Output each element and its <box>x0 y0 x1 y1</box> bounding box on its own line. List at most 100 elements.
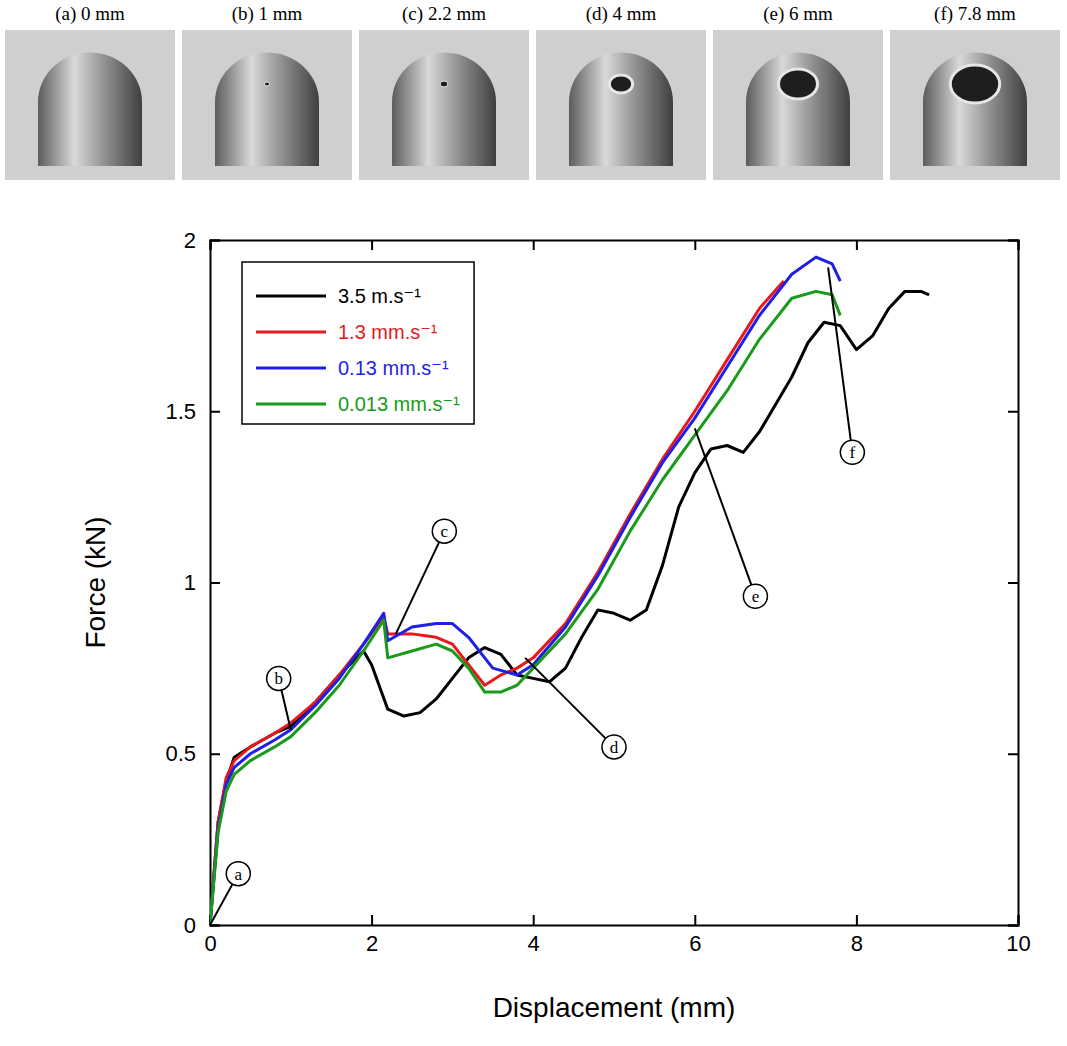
photo <box>5 30 175 180</box>
photo-cap <box>392 53 496 166</box>
photo-cap <box>215 53 319 166</box>
tick-mark <box>1008 582 1018 584</box>
tick-mark <box>1008 925 1018 927</box>
chart: (a) 0 mm (b) 1 mm (c) 2.2 mm (d) 4 mm (e) 6 … <box>0 0 1067 1046</box>
legend-box <box>242 262 474 424</box>
tick <box>1008 411 1018 412</box>
tick-mark <box>210 411 220 413</box>
tick <box>1008 583 1018 584</box>
tick: 4 <box>528 915 540 956</box>
series-line <box>210 257 840 925</box>
leader-line <box>695 428 756 596</box>
tick-mark <box>856 240 858 250</box>
annotation-circle <box>602 735 626 759</box>
tick: 8 <box>851 915 863 956</box>
tick-label: 2 <box>366 931 378 956</box>
tick-label: 0 <box>184 913 196 938</box>
annotation: d <box>525 658 626 759</box>
tick-mark <box>371 915 373 925</box>
photo-hole <box>264 82 269 86</box>
legend-label: 0.013 mm.s⁻¹ <box>338 393 460 415</box>
tick-mark <box>856 915 858 925</box>
y-axis-right <box>1008 241 1019 926</box>
tick-label: 4 <box>528 931 540 956</box>
photo-caption: (b) 1 mm <box>232 3 303 25</box>
tick <box>1008 925 1018 926</box>
photo-cap <box>923 53 1027 166</box>
axis-line <box>211 241 1019 251</box>
y-axis: 0 0.5 1 1.5 2 <box>165 228 220 938</box>
tick-label: 1.5 <box>165 399 196 424</box>
photo <box>713 30 883 180</box>
tick-label: 6 <box>689 931 701 956</box>
photo <box>890 30 1060 180</box>
annotation-circle <box>743 584 767 608</box>
tick-mark <box>1008 753 1018 755</box>
axis-line <box>1008 241 1019 926</box>
legend-swatch <box>256 367 326 370</box>
annotation-label: a <box>235 865 243 884</box>
tick: 0.5 <box>165 741 220 766</box>
photo-cap <box>746 53 850 166</box>
tick-mark <box>533 240 535 250</box>
annotation: a <box>210 862 250 925</box>
photo-hole <box>950 65 999 103</box>
photo-background <box>359 30 529 180</box>
x-axis-top <box>211 240 1019 250</box>
tick-mark <box>1008 411 1018 413</box>
legend-label: 1.3 mm.s⁻¹ <box>338 321 438 343</box>
leader-line <box>828 267 852 452</box>
photo-caption: (e) 6 mm <box>763 3 833 25</box>
tick-label: 0 <box>204 931 216 956</box>
photo-caption: (a) 0 mm <box>55 3 125 25</box>
tick: 1 <box>184 570 220 595</box>
photo-caption: (d) 4 mm <box>586 3 657 25</box>
tick-mark <box>533 915 535 925</box>
legend-swatch <box>256 403 326 406</box>
annotation-label: c <box>441 522 449 541</box>
tick-mark <box>1008 240 1018 242</box>
photo-background <box>5 30 175 180</box>
annotation-circle <box>267 666 291 690</box>
legend-label: 3.5 m.s⁻¹ <box>338 285 421 307</box>
legend-swatch <box>256 331 326 334</box>
annotation-label: f <box>850 443 856 462</box>
plot: 0 2 4 6 8 10 0 0.5 1 1.5 2 a b c d e f 3.5 m.s⁻¹ 1.3 mm.s⁻… <box>165 228 1030 956</box>
annotation-label: b <box>274 669 283 688</box>
tick-label: 8 <box>851 931 863 956</box>
y-axis-title: Force (kN) <box>80 516 111 648</box>
tick-mark <box>210 240 220 242</box>
tick-label: 2 <box>184 228 196 253</box>
leader-line <box>396 531 444 634</box>
photo-caption: (f) 7.8 mm <box>934 3 1016 25</box>
tick-mark <box>210 753 220 755</box>
tick-label: 1 <box>184 570 196 595</box>
tick <box>856 240 857 250</box>
tick-mark <box>210 582 220 584</box>
tick <box>1008 240 1018 241</box>
tick-label: 0.5 <box>165 741 196 766</box>
legend-label: 0.13 mm.s⁻¹ <box>338 357 449 379</box>
tick: 6 <box>689 915 701 956</box>
annotation: f <box>828 267 864 464</box>
legend-swatch <box>256 295 326 298</box>
x-axis-title: Displacement (mm) <box>493 992 736 1023</box>
photo <box>182 30 352 180</box>
photo-background <box>182 30 352 180</box>
tick <box>1008 754 1018 755</box>
tick: 2 <box>366 915 378 956</box>
photo-background <box>536 30 706 180</box>
tick <box>372 240 373 250</box>
tick-label: 10 <box>1006 931 1030 956</box>
tick <box>695 240 696 250</box>
photo-caption: (c) 2.2 mm <box>402 3 486 25</box>
photo-background <box>890 30 1060 180</box>
annotation-label: e <box>752 587 760 606</box>
tick-mark <box>694 915 696 925</box>
photo-cap <box>38 53 142 166</box>
legend: 3.5 m.s⁻¹ 1.3 mm.s⁻¹ 0.13 mm.s⁻¹ 0.013 mm.s… <box>242 262 474 424</box>
annotation-circle <box>840 440 864 464</box>
photo-cap <box>569 53 673 166</box>
annotation: e <box>695 428 768 608</box>
axis-line <box>211 915 1019 926</box>
